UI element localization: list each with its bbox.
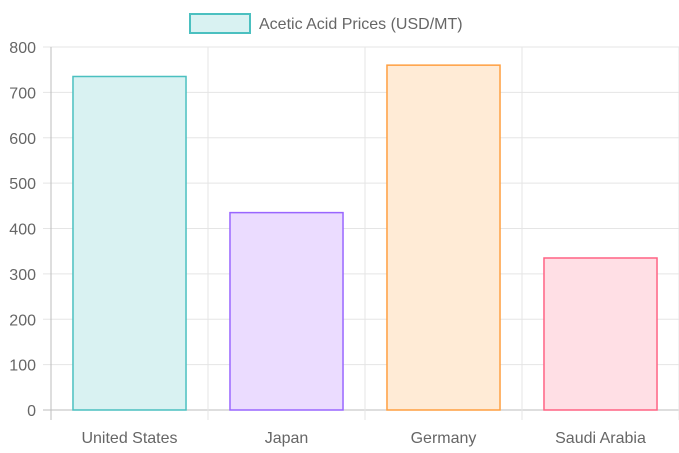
y-tick-label: 200 (9, 312, 36, 329)
y-tick-label: 500 (9, 176, 36, 193)
y-tick-label: 800 (9, 40, 36, 57)
y-tick-label: 600 (9, 131, 36, 148)
y-tick-label: 400 (9, 222, 36, 239)
x-tick-label: Germany (411, 430, 477, 447)
legend[interactable]: Acetic Acid Prices (USD/MT) (189, 13, 463, 34)
bar-germany[interactable] (386, 64, 501, 411)
bars (72, 64, 658, 411)
bar-japan[interactable] (229, 211, 344, 411)
legend-swatch (189, 13, 251, 34)
y-tick-label: 0 (27, 403, 36, 420)
y-tick-label: 300 (9, 267, 36, 284)
y-tick-label: 700 (9, 85, 36, 102)
legend-label: Acetic Acid Prices (USD/MT) (259, 16, 463, 33)
x-tick-label: Saudi Arabia (555, 430, 646, 447)
x-tick-label: United States (81, 430, 177, 447)
bar-saudi-arabia[interactable] (543, 257, 658, 411)
x-axis-ticks: United States Japan Germany Saudi Arabia (81, 430, 646, 447)
y-tick-label: 100 (9, 358, 36, 375)
x-tick-label: Japan (265, 430, 309, 447)
y-axis-ticks: 0 100 200 300 400 500 600 700 800 (9, 40, 36, 420)
bar-united-states[interactable] (72, 75, 187, 411)
